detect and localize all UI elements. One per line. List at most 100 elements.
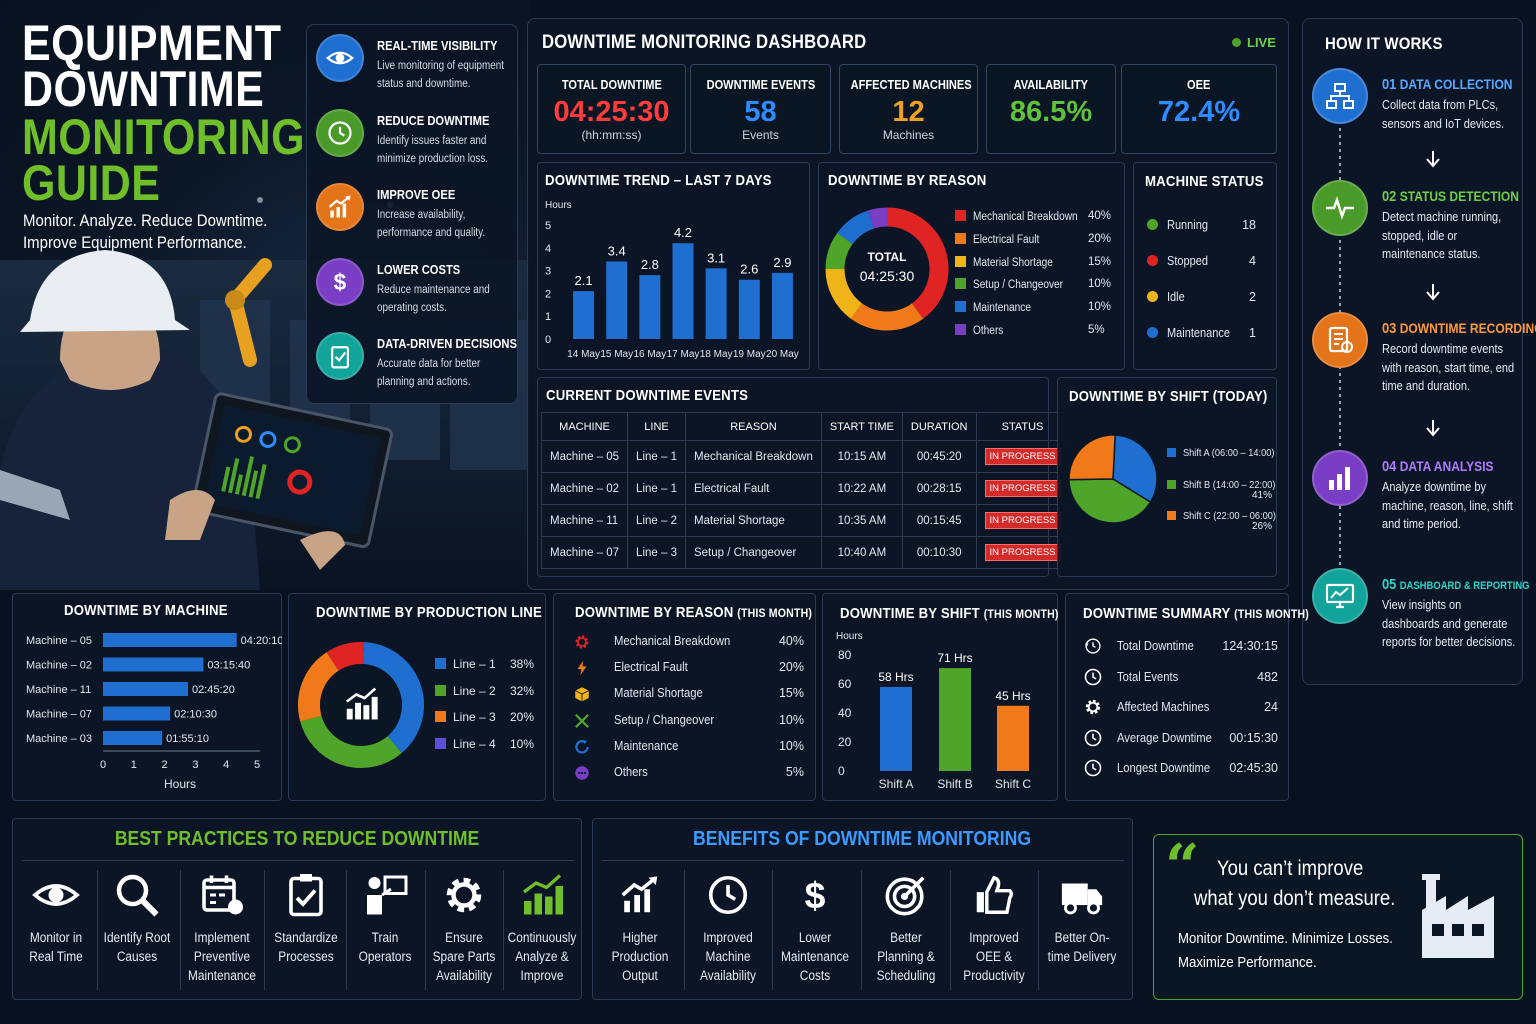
benefit-label: Higher Production Output <box>611 930 669 983</box>
best-practice-divider <box>503 870 504 990</box>
machine-bar-label: 03:15:40 <box>207 660 250 672</box>
best-practice-label: Ensure Spare Parts Availability <box>432 930 496 983</box>
kpi-label: TOTAL DOWNTIME <box>561 77 662 92</box>
events-header-cell[interactable]: START TIME <box>820 412 903 441</box>
machine-xtick: 1 <box>131 759 137 771</box>
table-cell: Machine – 07 <box>540 536 629 569</box>
reason-month-pct: 40% <box>778 634 804 648</box>
events-header-cell[interactable]: STATUS <box>975 412 1070 441</box>
events-header-cell[interactable]: REASON <box>684 412 822 441</box>
kpi-label: OEE <box>1187 77 1211 92</box>
trainer-icon <box>345 868 425 922</box>
machine-xtick: 4 <box>223 759 229 771</box>
kpi-card: AVAILABILITY 86.5% <box>986 64 1116 154</box>
trend-xtick: 20 May <box>766 349 799 360</box>
line-donut-slice <box>300 715 402 768</box>
machine-bar <box>103 682 189 696</box>
events-table: MACHINE LINE REASON START TIME DURATION STATU… <box>540 412 1070 569</box>
truck-icon <box>1040 868 1124 922</box>
best-practice-divider <box>424 870 426 990</box>
by-machine-title: DOWNTIME BY MACHINE <box>64 602 228 619</box>
trend-ytick: 5 <box>545 220 551 232</box>
reason-donut-slice <box>825 268 863 319</box>
step-title-text: STATUS DETECTION <box>1399 188 1519 204</box>
refresh-icon <box>573 738 593 758</box>
machine-xtick: 0 <box>100 759 106 771</box>
status-badge: IN PROGRESS <box>984 512 1061 529</box>
history-icon <box>1083 636 1105 658</box>
reason-month-label: Others <box>614 765 648 779</box>
kpi-value: 58 <box>744 96 777 128</box>
trend-xtick: 16 May <box>633 349 666 360</box>
legend-label: Shift A (06:00 – 14:00) <box>1183 447 1275 459</box>
status-label: Running <box>1167 218 1208 232</box>
legend-label: Line – 3 <box>453 710 496 724</box>
table-row[interactable]: Machine – 07 Line – 3 Setup / Changeover 10… <box>540 536 1070 569</box>
kpi-card: OEE 72.4% <box>1121 64 1277 154</box>
status-count: 2 <box>1249 290 1256 304</box>
reason-legend-item: Mechanical Breakdown <box>955 210 1092 223</box>
benefit-divider <box>684 870 685 990</box>
machine-bar <box>103 633 237 647</box>
table-cell: IN PROGRESS <box>975 536 1070 569</box>
shift-xtick: Shift C <box>995 777 1031 791</box>
trend-bar <box>639 275 661 339</box>
shift-month-title-suffix: (THIS MONTH) <box>983 607 1059 621</box>
how-connector <box>1339 128 1440 573</box>
tools-icon <box>573 712 593 732</box>
hero-tagline-2: Improve Equipment Performance. <box>23 233 247 252</box>
best-practices-title: BEST PRACTICES TO REDUCE DOWNTIME <box>114 828 480 850</box>
summary-value: 124:30:15 <box>1222 639 1278 653</box>
factory-icon <box>1422 874 1494 958</box>
factory-chart-icon <box>345 687 378 720</box>
legend-label: Maintenance <box>973 302 1031 315</box>
summary-title-main: DOWNTIME SUMMARY <box>1083 605 1231 622</box>
legend-label: Electrical Fault <box>973 233 1040 246</box>
shift-ylabel: Hours <box>836 631 863 642</box>
machine-bar-label: 02:10:30 <box>174 709 217 721</box>
best-practice-label: Train Operators <box>358 930 412 964</box>
shift-bar <box>880 686 912 771</box>
by-machine-panel <box>12 593 282 801</box>
shift-month-chart: Hours 80 60 40 20 0 58 Hrs Shift A 71 Hrs Shift B… <box>836 631 1031 791</box>
reason-donut-slice <box>867 207 888 229</box>
line-legend-pct: 20% <box>510 710 535 724</box>
kpi-label: DOWNTIME EVENTS <box>706 77 815 92</box>
document-icon <box>1312 312 1368 368</box>
reason-month-pct: 15% <box>778 686 804 701</box>
hero-title-line-4: GUIDE <box>22 155 161 211</box>
legend-swatch <box>955 301 966 313</box>
events-header-cell[interactable]: LINE <box>627 412 686 441</box>
events-header-cell[interactable]: MACHINE <box>540 412 629 441</box>
shift-xtick: Shift A <box>879 777 914 791</box>
table-cell: 10:22 AM <box>820 472 903 505</box>
trend-bar <box>738 279 760 339</box>
gear-icon <box>573 633 593 653</box>
trend-ytick: 2 <box>545 288 551 300</box>
chart-up-icon <box>598 868 682 922</box>
how-step: 01 DATA COLLECTION Collect data from PLC… <box>1312 68 1522 178</box>
table-row[interactable]: Machine – 11 Line – 2 Material Shortage 10:… <box>540 504 1070 537</box>
best-practices-divider <box>22 860 574 861</box>
feature-desc: Reduce maintenance and operating costs. <box>377 283 490 314</box>
trend-ytick: 4 <box>545 243 551 255</box>
table-row[interactable]: Machine – 02 Line – 1 Electrical Fault 10:2… <box>540 472 1070 505</box>
table-cell: Line – 3 <box>627 536 686 569</box>
table-cell: Machine – 02 <box>540 472 629 505</box>
legend-label: Mechanical Breakdown <box>973 211 1078 223</box>
feature-title: REAL-TIME VISIBILITY <box>377 38 498 53</box>
reason-legend-item: Electrical Fault <box>955 232 1048 246</box>
benefit-label: Improved OEE & Productivity <box>963 930 1025 983</box>
status-badge: IN PROGRESS <box>984 480 1061 497</box>
table-row[interactable]: Machine – 05 Line – 1 Mechanical Breakdown… <box>540 440 1070 473</box>
table-cell: Electrical Fault <box>684 472 822 505</box>
trend-xtick: 18 May <box>700 349 733 360</box>
kpi-value: 86.5% <box>1009 96 1093 128</box>
legend-swatch <box>955 324 966 335</box>
shift-legend-pct: 26% <box>1251 521 1272 532</box>
dots-icon <box>573 764 593 784</box>
reason-month-label: Maintenance <box>614 738 679 753</box>
events-header-cell[interactable]: DURATION <box>901 412 977 441</box>
legend-label: Setup / Changeover <box>973 279 1064 292</box>
hero-title-line-1: EQUIPMENT <box>22 15 282 71</box>
